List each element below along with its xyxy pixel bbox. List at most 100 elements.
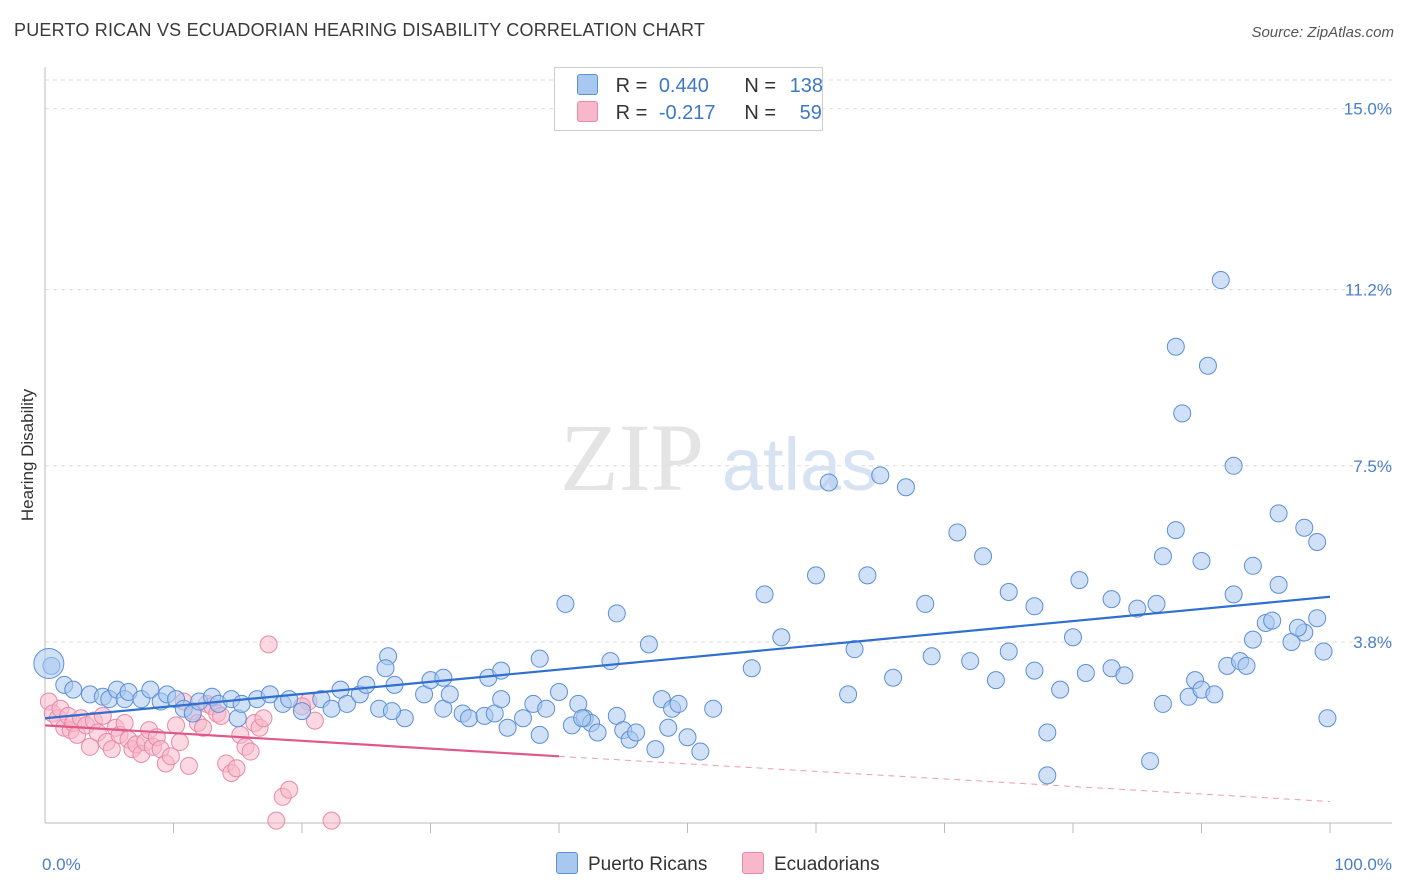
puerto-rican-point [772, 628, 791, 647]
puerto-rican-point [1295, 518, 1314, 537]
puerto-rican-point [627, 723, 646, 742]
bottom-legend-ecuadorians: Ecuadorians [742, 852, 880, 876]
puerto-rican-point [141, 680, 160, 699]
puerto-rican-point [1198, 356, 1217, 375]
puerto-rican-point [807, 566, 825, 585]
puerto-rican-point [678, 728, 697, 747]
tick-labels: 3.8% 7.5% 11.2% 15.0% 0.0% 100.0% [42, 100, 1392, 874]
puerto-rican-point [1173, 404, 1192, 423]
puerto-rican-point [896, 478, 915, 497]
puerto-rican-point [858, 566, 877, 585]
puerto-rican-point [440, 685, 459, 704]
ecuadorian-point [170, 733, 189, 752]
ecuadorian-trend-extension [558, 755, 1331, 803]
legend-r-value: -0.217 [658, 102, 716, 124]
y-tick-label: 3.8% [1353, 633, 1392, 652]
ecuadorian-point [267, 811, 286, 830]
ecuadorian-point [259, 635, 278, 654]
puerto-rican-point [376, 659, 395, 678]
puerto-rican-point [1243, 630, 1262, 649]
puerto-rican-point [1147, 594, 1166, 613]
puerto-rican-point [1064, 628, 1082, 647]
ecuadorian-point [167, 716, 186, 735]
ecuadorian-point [179, 756, 198, 775]
puerto-rican-point [514, 709, 533, 728]
legend-n-label: N = [744, 102, 777, 124]
ecuadorian-point [280, 780, 299, 799]
puerto-rican-point [1166, 337, 1185, 356]
x-tick-label: 0.0% [42, 855, 81, 874]
puerto-rican-point [280, 690, 299, 709]
ecuadorian-point [115, 713, 134, 732]
puerto-rican-point [639, 635, 658, 654]
bottom-legend-puerto-ricans: Puerto Ricans [556, 852, 707, 876]
series-name: Puerto Ricans [588, 854, 708, 875]
ecuadorian-point [227, 759, 246, 778]
puerto-rican-point [1141, 752, 1160, 771]
puerto-rican-point [1070, 571, 1089, 590]
puerto-rican-point [1153, 547, 1172, 566]
ecuadorian-point [194, 718, 213, 737]
ecuadorian-point [322, 811, 341, 830]
ecuadorian-point [241, 742, 260, 761]
puerto-rican-point [999, 583, 1018, 602]
puerto-rican-point [337, 694, 356, 713]
source-credit: Source: ZipAtlas.com [1251, 24, 1394, 41]
ecuadorian-trend-line [44, 724, 560, 758]
blue-swatch-icon [556, 852, 578, 874]
legend-row-puerto-ricans: R = 0.440 N = 138 [577, 74, 823, 100]
puerto-rican-point [1263, 611, 1282, 630]
puerto-rican-point [704, 699, 723, 718]
y-tick-label: 11.2% [1345, 281, 1392, 300]
puerto-rican-point [659, 718, 678, 737]
pink-swatch-icon [742, 852, 764, 874]
puerto-rican-point [1269, 504, 1288, 523]
puerto-rican-point [691, 742, 710, 761]
puerto-rican-point [961, 652, 980, 671]
puerto-rican-point [1166, 521, 1185, 540]
puerto-rican-point [669, 694, 688, 713]
puerto-rican-point [1224, 585, 1243, 604]
puerto-rican-point [498, 718, 517, 737]
trend-lines [44, 595, 1331, 803]
puerto-rican-point [1025, 597, 1044, 616]
legend-row-ecuadorians: R = -0.217 N = 59 [577, 101, 822, 127]
puerto-rican-point [322, 699, 341, 718]
x-tick-label: 100.0% [1334, 855, 1392, 874]
pink-swatch-icon [577, 101, 598, 122]
correlation-legend: R = 0.440 N = 138 R = -0.217 N = 59 [554, 67, 823, 131]
puerto-rican-point [755, 585, 774, 604]
puerto-rican-point [646, 740, 665, 759]
puerto-rican-point [916, 594, 935, 613]
puerto-rican-point [357, 675, 376, 694]
watermark-atlas: atlas [722, 423, 878, 506]
puerto-rican-point [1308, 609, 1327, 628]
puerto-rican-point [948, 523, 967, 542]
puerto-rican-point [588, 723, 607, 742]
puerto-rican-point [492, 690, 511, 709]
ecuadorian-point [254, 709, 273, 728]
ecuadorian-point [93, 706, 112, 725]
legend-n-value: 138 [789, 75, 823, 97]
puerto-rican-point [1243, 556, 1262, 575]
grid-lines [45, 79, 1392, 643]
legend-n-value: 59 [799, 102, 822, 124]
puerto-rican-point [260, 685, 279, 704]
puerto-rican-point [1025, 661, 1044, 680]
puerto-rican-point [1051, 680, 1070, 699]
puerto-rican-point [922, 647, 941, 666]
puerto-rican-point [530, 725, 549, 744]
puerto-rican-large-point [33, 647, 65, 679]
puerto-rican-point [871, 466, 890, 485]
puerto-rican-point [550, 683, 568, 702]
puerto-rican-point [573, 709, 592, 728]
puerto-rican-point [819, 473, 838, 492]
puerto-rican-point [742, 659, 761, 678]
puerto-rican-point [1038, 723, 1057, 742]
puerto-rican-trend-line [44, 595, 1331, 720]
series-name: Ecuadorians [774, 854, 880, 875]
puerto-rican-point [1308, 532, 1327, 551]
puerto-rican-point [974, 547, 993, 566]
puerto-rican-point [1192, 552, 1211, 571]
